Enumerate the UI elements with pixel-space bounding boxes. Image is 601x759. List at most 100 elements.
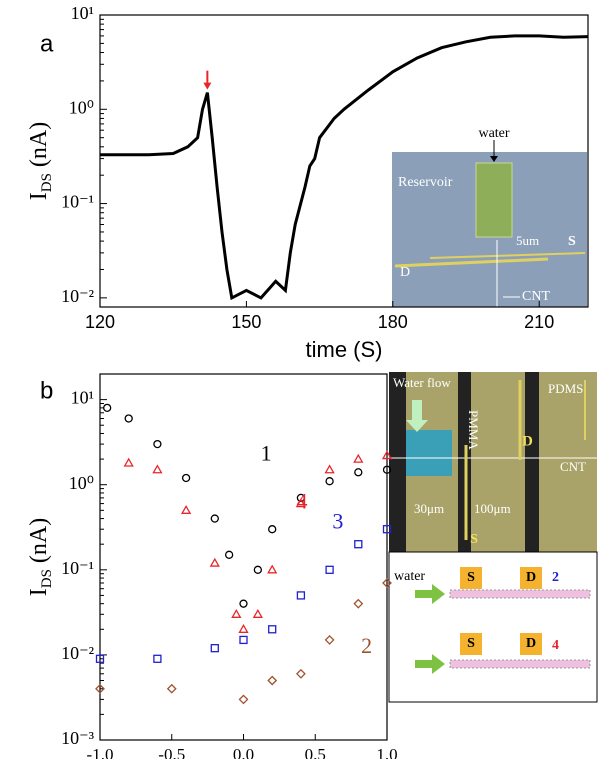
data-point (123, 457, 134, 467)
y-tick-label: 10¹ (71, 388, 94, 408)
data-point (253, 565, 263, 574)
schematic-label: D (526, 636, 536, 651)
x-tick-label: 0.5 (305, 745, 326, 759)
data-point (325, 477, 334, 486)
data-point (382, 525, 392, 534)
inset-photo-b (389, 372, 597, 552)
series-label: 3 (332, 509, 343, 534)
inset-label: water (478, 126, 509, 141)
data-point (324, 635, 335, 645)
inset-label: D (400, 265, 410, 280)
x-tick-label: 0.0 (233, 745, 254, 759)
data-point (353, 453, 364, 463)
y-tick-label: 10⁻² (61, 286, 94, 306)
data-point (296, 591, 306, 600)
data-point (166, 683, 177, 694)
x-tick-label: 1.0 (376, 745, 397, 759)
plot-frame (99, 373, 388, 741)
data-line (100, 34, 589, 301)
data-point (324, 464, 335, 474)
schematic-label: S (467, 570, 475, 585)
data-point (210, 644, 219, 653)
x-tick-label: -1.0 (87, 745, 114, 759)
axis-label-part: I (26, 588, 52, 596)
data-point (353, 598, 364, 609)
inset-label: 5um (516, 233, 539, 248)
data-point (268, 625, 277, 634)
plot-frame (99, 14, 589, 308)
data-point (153, 439, 162, 449)
series-label: 2 (361, 633, 372, 658)
data-point (239, 599, 248, 608)
data-point (325, 565, 334, 574)
schematic-label: 2 (552, 570, 559, 585)
x-tick-label: -0.5 (158, 745, 185, 759)
axis-label: IDS (nA) (26, 518, 56, 597)
data-point (95, 654, 105, 663)
data-point (124, 414, 133, 423)
data-point (354, 540, 363, 549)
inset-label: D (522, 433, 533, 449)
x-tick-label: 210 (524, 312, 554, 332)
schematic-label: S (467, 636, 475, 651)
data-point (295, 668, 306, 679)
data-point (382, 465, 392, 474)
series-label: 4 (297, 489, 308, 514)
x-tick-label: 120 (85, 312, 115, 332)
x-tick-label: 180 (378, 312, 408, 332)
inset-label: Reservoir (398, 175, 453, 190)
inset-label: 100μm (474, 501, 511, 516)
data-point (238, 694, 249, 705)
schematic-label: D (526, 570, 536, 585)
data-point (268, 525, 277, 534)
data-point (239, 635, 248, 645)
schematic (388, 551, 598, 703)
data-point (382, 578, 392, 588)
y-tick-label: 10⁻¹ (61, 192, 94, 212)
data-point (153, 654, 162, 663)
axis-label: IDS (nA) (26, 122, 56, 201)
y-tick-label: 10⁰ (69, 97, 94, 117)
data-point (152, 464, 163, 474)
panel-label: b (40, 377, 53, 404)
data-point (238, 623, 249, 633)
data-point (267, 675, 278, 686)
data-point (267, 564, 278, 574)
axis-label-part: (nA) (26, 518, 52, 569)
inset-label: 30μm (414, 501, 444, 516)
data-point (180, 505, 192, 514)
inset-label: S (568, 234, 576, 249)
series-label: 1 (261, 441, 272, 466)
data-point (210, 514, 219, 523)
data-point (295, 498, 307, 508)
data-point (296, 493, 306, 503)
y-tick-label: 10⁰ (69, 473, 94, 493)
data-point (103, 403, 112, 413)
data-point (231, 608, 242, 618)
axis-label-part: DS (39, 173, 55, 192)
data-point (95, 683, 105, 694)
y-tick-label: 10⁻¹ (61, 558, 94, 578)
data-point (209, 557, 220, 567)
data-point (354, 468, 363, 477)
inset-label: Water flow (393, 375, 451, 390)
inset-label: CNT (522, 289, 550, 304)
axis-label: time (S) (306, 337, 383, 362)
y-tick-label: 10⁻² (61, 643, 94, 663)
inset-label: PMMA (466, 410, 481, 450)
panel-label: a (40, 30, 54, 57)
axis-label-part: DS (39, 569, 55, 588)
schematic-label: water (394, 569, 425, 584)
inset-label: CNT (560, 459, 586, 474)
axis-label-part: (nA) (26, 122, 52, 173)
data-point (181, 473, 191, 483)
data-point (252, 608, 263, 618)
axis-label-part: I (26, 192, 52, 200)
data-point (224, 550, 234, 559)
schematic-label: 4 (552, 638, 559, 653)
peak-arrow-head (203, 82, 212, 90)
data-point (381, 450, 393, 460)
x-tick-label: 150 (231, 312, 261, 332)
y-tick-label: 10¹ (71, 3, 94, 23)
